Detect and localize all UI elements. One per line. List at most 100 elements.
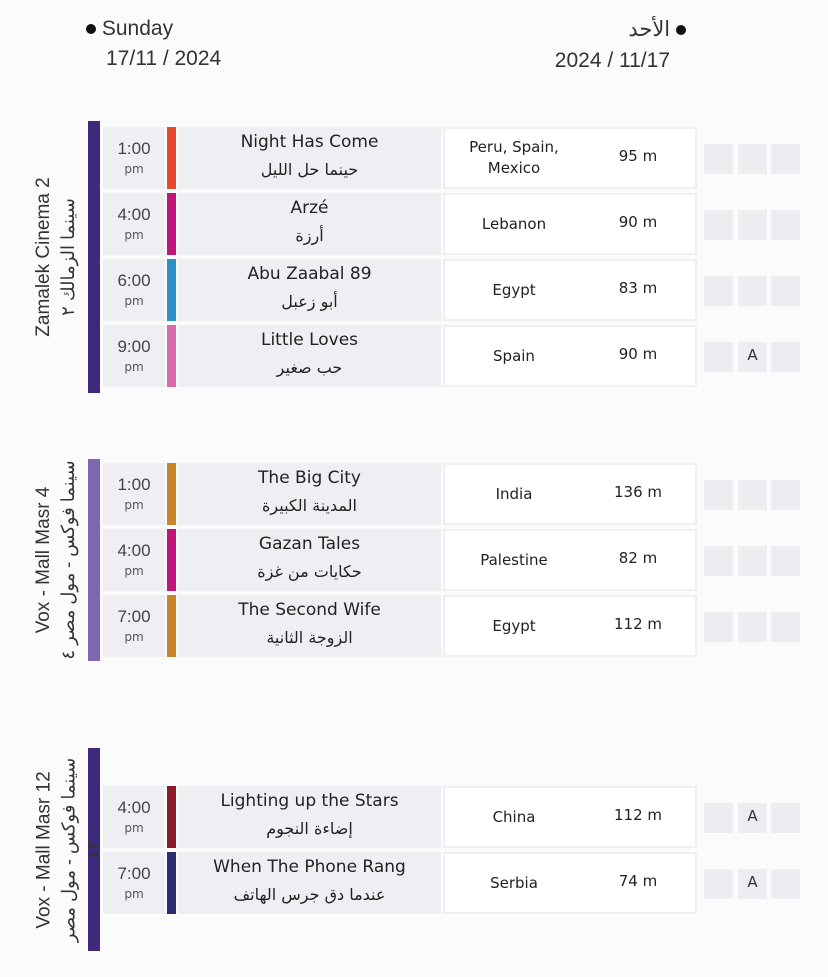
title-en: Little Loves [260,330,359,350]
runtime: 112 m [613,806,662,824]
venue-name-ar: سينما فوكس - مول مصر ١٢ [58,757,103,942]
venue-name-en: Vox - Mall Masr 12 [33,770,54,929]
title-ar: المدينة الكبيرة [262,496,357,515]
time-cell [103,325,165,387]
option-box [704,210,733,240]
period: pm [124,630,144,644]
time: 1:00 [117,139,151,158]
option-box [771,480,800,510]
color-strip [167,595,176,657]
title-en: Abu Zaabal 89 [247,264,372,284]
venue-bar [88,459,100,661]
option-box [771,546,800,576]
info-cell [443,595,697,657]
country: Egypt [492,616,536,635]
country: Spain [493,346,535,365]
time: 1:00 [117,475,151,494]
period: pm [124,564,144,578]
country: Peru, Spain, Mexico [469,138,559,177]
title-cell [178,529,441,591]
option-box [738,276,767,306]
venue-name-ar: سينما الزمالك ٢ [58,198,78,316]
country: Serbia [490,873,538,892]
time: 9:00 [117,337,151,356]
option-box [738,869,767,899]
bullet [676,25,686,36]
time-cell [103,595,165,657]
country: India [495,484,533,503]
title-ar: إضاءة النجوم [266,819,353,838]
time: 4:00 [117,541,151,560]
option-box [738,144,767,174]
venue-bar [88,121,100,393]
venue-label: Vox - Mall Masr 12 سينما فوكس - مول مصر ١… [31,748,103,951]
info-cell [443,259,697,321]
country: Lebanon [481,214,547,233]
date-ar: 2024 / 11/17 [554,49,670,72]
option-box [771,276,800,306]
venue-name-ar: سينما فوكس - مول مصر ٤ [58,460,78,660]
option-box [704,342,733,372]
title-cell [178,193,441,255]
venue-name-en: Zamalek Cinema 2 [33,177,54,337]
title-cell [178,259,441,321]
date-en: 17/11 / 2024 [106,47,222,70]
bullet [86,24,96,35]
time-cell [103,463,165,525]
option-box [704,869,733,899]
option-box [704,276,733,306]
option-box [771,342,800,372]
venue-name-en: Vox - Mall Masr 4 [33,486,54,634]
option-box [771,869,800,899]
time: 6:00 [117,271,151,290]
option-box [771,612,800,642]
title-en: Arzé [290,198,329,218]
runtime: 112 m [613,615,662,633]
color-strip [167,852,176,914]
period: pm [124,294,144,308]
option-box [704,612,733,642]
color-strip [167,786,176,848]
period: pm [124,498,144,512]
info-cell [443,786,697,848]
title-en: The Second Wife [238,600,381,620]
badge: A [747,346,758,364]
color-strip [167,529,176,591]
runtime: 136 m [613,483,662,501]
option-box [771,210,800,240]
badge: A [747,873,758,891]
time: 7:00 [117,864,151,883]
venue-bar [88,748,100,951]
info-cell [443,852,697,914]
option-box [704,546,733,576]
venue-label: Zamalek Cinema 2 سينما الزمالك ٢ [31,121,85,393]
time: 7:00 [117,607,151,626]
time-cell [103,852,165,914]
title-cell [178,595,441,657]
time: 4:00 [117,798,151,817]
info-cell [443,325,697,387]
title-ar: أبو زعبل [281,292,338,311]
title-en: The Big City [258,468,361,488]
title-en: Lighting up the Stars [220,791,399,811]
option-box [738,480,767,510]
runtime: 83 m [618,279,658,297]
color-strip [167,127,176,189]
option-box [738,210,767,240]
period: pm [124,887,144,901]
title-ar: عندما دق جرس الهاتف [233,885,386,904]
period: pm [124,360,144,374]
time-cell [103,259,165,321]
info-cell [443,463,697,525]
info-cell [443,193,697,255]
option-box [704,480,733,510]
time-cell [103,193,165,255]
time-cell [103,786,165,848]
title-cell [178,852,441,914]
option-box [704,803,733,833]
runtime: 82 m [618,549,658,567]
day-ar: الأحد [628,18,671,41]
info-cell [443,127,697,189]
title-en: Gazan Tales [258,534,361,554]
